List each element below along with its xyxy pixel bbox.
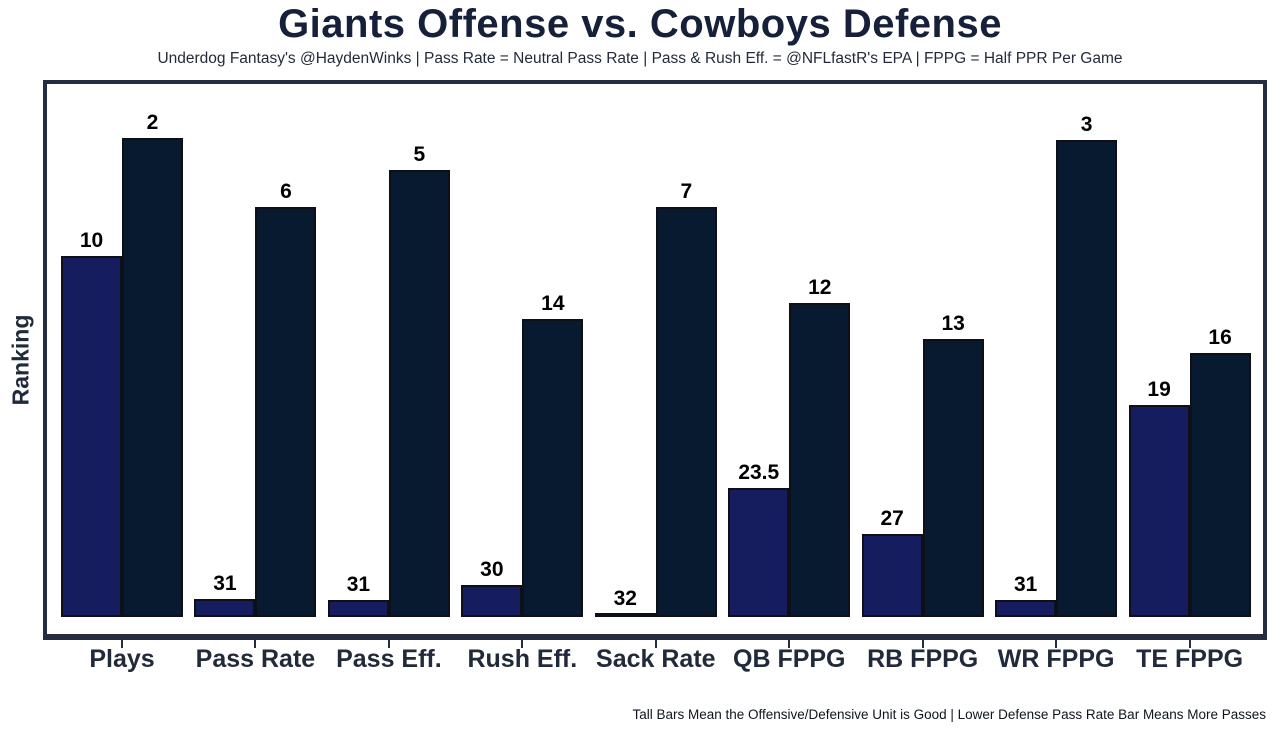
offense-bar xyxy=(1128,405,1190,617)
x-axis-label: Sack Rate xyxy=(596,645,716,673)
defense-bar xyxy=(522,319,584,617)
bar-value-label: 7 xyxy=(680,180,693,203)
axis-tick xyxy=(387,640,390,648)
axis-tick xyxy=(921,640,924,648)
bar-value-label: 31 xyxy=(346,573,371,596)
defense-bar xyxy=(789,303,851,617)
bar-value-label: 27 xyxy=(880,507,904,530)
x-axis-label: WR FPPG xyxy=(997,645,1115,673)
bar-value-label: 14 xyxy=(541,292,565,315)
x-axis-label: TE FPPG xyxy=(1136,645,1244,673)
defense-bar xyxy=(388,170,450,617)
bar-value-label: 5 xyxy=(413,143,426,166)
page-title: Giants Offense vs. Cowboys Defense xyxy=(278,2,1002,46)
axis-tick xyxy=(1188,640,1191,648)
bar-value-label: 3 xyxy=(1080,113,1093,136)
x-axis-label: Pass Eff. xyxy=(336,645,442,673)
chart-footnote: Tall Bars Mean the Offensive/Defensive U… xyxy=(632,707,1266,722)
bar-value-label: 31 xyxy=(1013,573,1038,596)
axis-tick xyxy=(1055,640,1058,648)
offense-bar xyxy=(194,599,256,617)
bar-value-label: 31 xyxy=(213,572,237,595)
defense-bar xyxy=(655,207,717,617)
x-axis-label: Rush Eff. xyxy=(467,645,578,673)
bar-value-label: 32 xyxy=(613,587,637,610)
defense-bar xyxy=(922,339,984,617)
defense-bar xyxy=(1189,353,1251,617)
bars-layer: 10 2 31 6 31 5 30 14 32 7 23.5 12 27 13 31 3 19 16 xyxy=(47,84,1263,617)
offense-bar xyxy=(61,256,122,617)
defense-bar xyxy=(1056,140,1118,617)
axis-tick xyxy=(521,640,524,648)
x-axis-labels: Plays Pass Rate Pass Eff. Rush Eff. Sack Rat… xyxy=(47,645,1263,675)
bar-value-label: 30 xyxy=(480,558,504,581)
bar-value-label: 6 xyxy=(280,180,292,203)
bar-value-label: 19 xyxy=(1147,378,1171,401)
x-axis-label: RB FPPG xyxy=(867,645,979,673)
x-axis-label: QB FPPG xyxy=(732,645,846,673)
bar-value-label: 13 xyxy=(941,312,965,335)
axis-tick xyxy=(121,640,123,648)
bar-value-label: 23.5 xyxy=(738,461,780,484)
axis-tick xyxy=(254,640,257,648)
bar-value-label: 12 xyxy=(808,276,832,299)
offense-bar xyxy=(995,600,1057,617)
chart-subtitle: Underdog Fantasy's @HaydenWinks | Pass R… xyxy=(157,50,1123,67)
x-axis-label: Pass Rate xyxy=(195,645,316,673)
offense-bar xyxy=(594,613,656,617)
x-axis-label: Plays xyxy=(89,645,155,673)
bar-value-label: 10 xyxy=(79,229,104,252)
y-axis-label: Ranking xyxy=(7,314,34,406)
offense-bar xyxy=(728,488,790,617)
bar-value-label: 2 xyxy=(146,111,159,134)
defense-bar xyxy=(122,138,183,617)
axis-tick xyxy=(654,640,657,648)
defense-bar xyxy=(255,207,317,617)
axis-tick xyxy=(788,640,791,648)
bar-value-label: 16 xyxy=(1208,326,1232,349)
offense-bar xyxy=(461,585,523,617)
offense-bar xyxy=(327,600,389,617)
offense-bar xyxy=(861,534,923,617)
